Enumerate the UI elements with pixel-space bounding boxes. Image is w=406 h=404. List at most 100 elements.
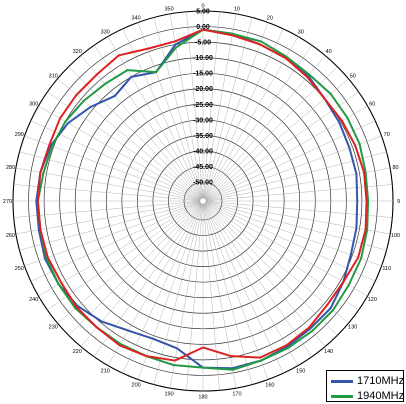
angle-label: 40 (326, 49, 332, 55)
legend-swatch-1940mhz (331, 394, 353, 398)
ring-label: -25.00 (193, 102, 213, 109)
angle-label: 280 (6, 165, 15, 171)
angle-label: 310 (49, 73, 58, 79)
grid-spoke (24, 135, 201, 201)
grid-spoke (205, 135, 382, 201)
grid-spoke (205, 201, 393, 218)
grid-spoke (203, 203, 253, 385)
angle-label: 10 (234, 6, 240, 12)
grid-spoke (57, 78, 201, 200)
ring-label: -15.00 (193, 71, 213, 78)
grid-spoke (107, 203, 202, 366)
grid-spoke (57, 202, 201, 324)
grid-spoke (205, 120, 376, 201)
angle-label: 20 (267, 15, 273, 21)
ring-label: -5.00 (195, 40, 211, 47)
angle-label: 190 (164, 392, 173, 398)
grid-spoke (205, 167, 391, 201)
angle-label: 70 (384, 132, 390, 138)
grid-spoke (186, 203, 203, 391)
grid-spoke (15, 167, 201, 201)
grid-spoke (93, 203, 202, 357)
grid-spoke (203, 22, 269, 199)
ring-label: 5.00 (196, 9, 210, 16)
grid-spoke (15, 201, 201, 235)
grid-spoke (205, 105, 368, 200)
angle-label: 80 (392, 165, 398, 171)
grid-spoke (203, 13, 237, 199)
angle-label: 100 (391, 233, 400, 239)
angle-label: 130 (348, 325, 357, 331)
angle-label: 0 (201, 4, 204, 10)
grid-spoke (24, 201, 201, 267)
grid-spoke (47, 202, 201, 311)
ring-label: -30.00 (193, 117, 213, 124)
legend-label-1940mhz: 1940MHz (357, 390, 405, 402)
grid-spoke (203, 203, 284, 374)
grid-spoke (30, 201, 201, 282)
series-line-1940mhz (36, 28, 370, 371)
grid-spoke (205, 201, 382, 267)
angle-label: 140 (324, 349, 333, 355)
grid-spoke (205, 202, 359, 311)
grid-spoke (13, 201, 201, 218)
grid-spoke (204, 55, 326, 199)
angle-label: 180 (198, 395, 207, 401)
grid-spoke (38, 202, 201, 297)
grid-spoke (203, 203, 220, 391)
angle-label: 30 (298, 30, 304, 36)
angle-labels: 0 10 20 30 40 50 60 70 80 9 100 110 120 130 140 150 160 1… (3, 4, 400, 401)
angle-label: 210 (101, 368, 110, 374)
ring-label: -45.00 (193, 164, 213, 171)
angle-label: 270 (3, 199, 12, 205)
grid-spoke (205, 184, 393, 201)
grid-spoke (93, 45, 202, 199)
legend-item-1710mhz: 1710MHz (331, 374, 404, 388)
angle-label: 150 (296, 368, 305, 374)
grid-spoke (153, 17, 203, 199)
angle-label: 250 (15, 266, 24, 272)
legend-label-1710mhz: 1710MHz (357, 375, 405, 387)
angle-label: 50 (350, 73, 356, 79)
grid-spoke (204, 203, 299, 366)
grid-spoke (203, 11, 220, 199)
ring-label: -50.00 (193, 180, 213, 187)
chart-legend: 1710MHz 1940MHz (326, 370, 404, 402)
grid-spoke (38, 105, 201, 200)
grid-spoke (204, 66, 338, 200)
angle-label: 120 (368, 297, 377, 303)
ring-label: -20.00 (193, 86, 213, 93)
angle-label: 330 (101, 30, 110, 36)
grid-spoke (203, 203, 269, 380)
ring-label: -10.00 (193, 55, 213, 62)
angle-label: 260 (6, 233, 15, 239)
grid-spoke (19, 151, 201, 201)
grid-spoke (203, 17, 253, 199)
grid-spoke (122, 203, 203, 374)
grid-spoke (205, 202, 368, 297)
grid-spoke (169, 203, 203, 389)
grid-spoke (204, 202, 338, 336)
legend-item-1940mhz: 1940MHz (331, 389, 404, 403)
ring-label: -35.00 (193, 133, 213, 140)
angle-label: 9 (397, 199, 400, 205)
angle-label: 240 (29, 297, 38, 303)
grid-spoke (13, 184, 201, 201)
angle-label: 290 (15, 132, 24, 138)
grid-spoke (80, 203, 202, 347)
angle-label: 320 (73, 49, 82, 55)
grid-spoke (153, 203, 203, 385)
grid-spoke (205, 201, 391, 235)
angle-label: 230 (49, 325, 58, 331)
grid-spoke (122, 28, 203, 199)
grid-spoke (68, 202, 202, 336)
grid-spoke (68, 66, 202, 200)
series-line-series-3 (36, 28, 368, 362)
angle-label: 170 (232, 392, 241, 398)
grid-spoke (19, 201, 201, 251)
grid-spoke (203, 203, 237, 389)
grid-spoke (204, 36, 299, 199)
angle-label: 350 (164, 6, 173, 12)
ring-labels: 5.00 0.00 -5.00 -10.00 -15.00 -20.00 -25.00 -30… (193, 9, 213, 187)
grid-spoke (80, 55, 202, 199)
